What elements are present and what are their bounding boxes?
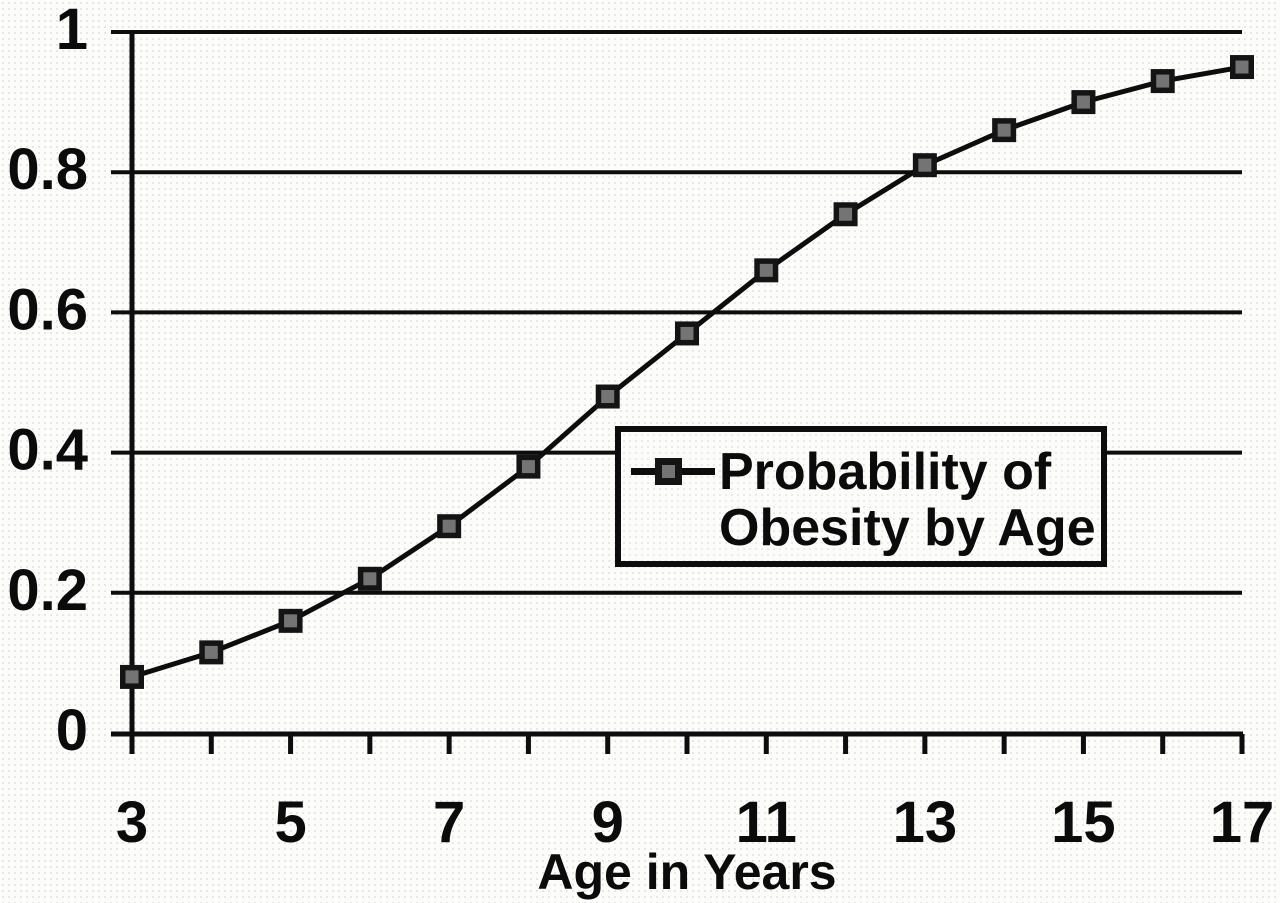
data-point-marker-center-age-14 [997,123,1011,137]
data-point-marker-center-age-11 [759,263,773,277]
x-tick-label-17: 17 [1210,790,1275,855]
x-tick-label-15: 15 [1051,790,1116,855]
data-point-marker-center-age-13 [918,158,932,172]
x-tick-label-5: 5 [274,790,306,855]
y-tick-label-0.2: 0.2 [7,558,88,623]
legend-square-marker-icon [655,458,682,485]
data-point-marker-center-age-10 [680,326,694,340]
y-tick-label-0: 0 [56,698,88,763]
data-point-marker-center-age-12 [839,207,853,221]
data-point-marker-center-age-7 [442,519,456,533]
data-point-marker-center-age-3 [125,670,139,684]
data-point-marker-center-age-6 [363,572,377,586]
data-point-marker-center-age-17 [1235,60,1249,74]
x-tick-label-13: 13 [893,790,958,855]
x-tick-label-7: 7 [433,790,465,855]
data-point-marker-center-age-9 [601,390,615,404]
series-line [131,64,1243,680]
x-tick-label-11: 11 [736,790,797,855]
y-tick-label-0.6: 0.6 [7,277,88,342]
data-point-marker-center-age-8 [521,460,535,474]
legend-label-line1: Probability of [719,443,1052,501]
x-tick-label-3: 3 [116,790,148,855]
data-point-marker-center-age-5 [284,614,298,628]
data-point-marker-center-age-4 [204,645,218,659]
x-axis-title: Age in Years [537,844,837,900]
y-tick-label-0.4: 0.4 [7,418,88,483]
y-tick-label-0.8: 0.8 [7,137,88,202]
x-tick-label-9: 9 [592,790,624,855]
legend-label: Probability of Obesity by Age [719,444,1096,556]
legend-label-line2: Obesity by Age [719,499,1096,557]
legend-box: Probability of Obesity by Age [615,426,1107,567]
legend-series-marker-icon [621,432,717,502]
y-tick-label-1: 1 [56,0,88,62]
data-point-marker-center-age-16 [1156,74,1170,88]
data-point-marker-center-age-15 [1076,95,1090,109]
